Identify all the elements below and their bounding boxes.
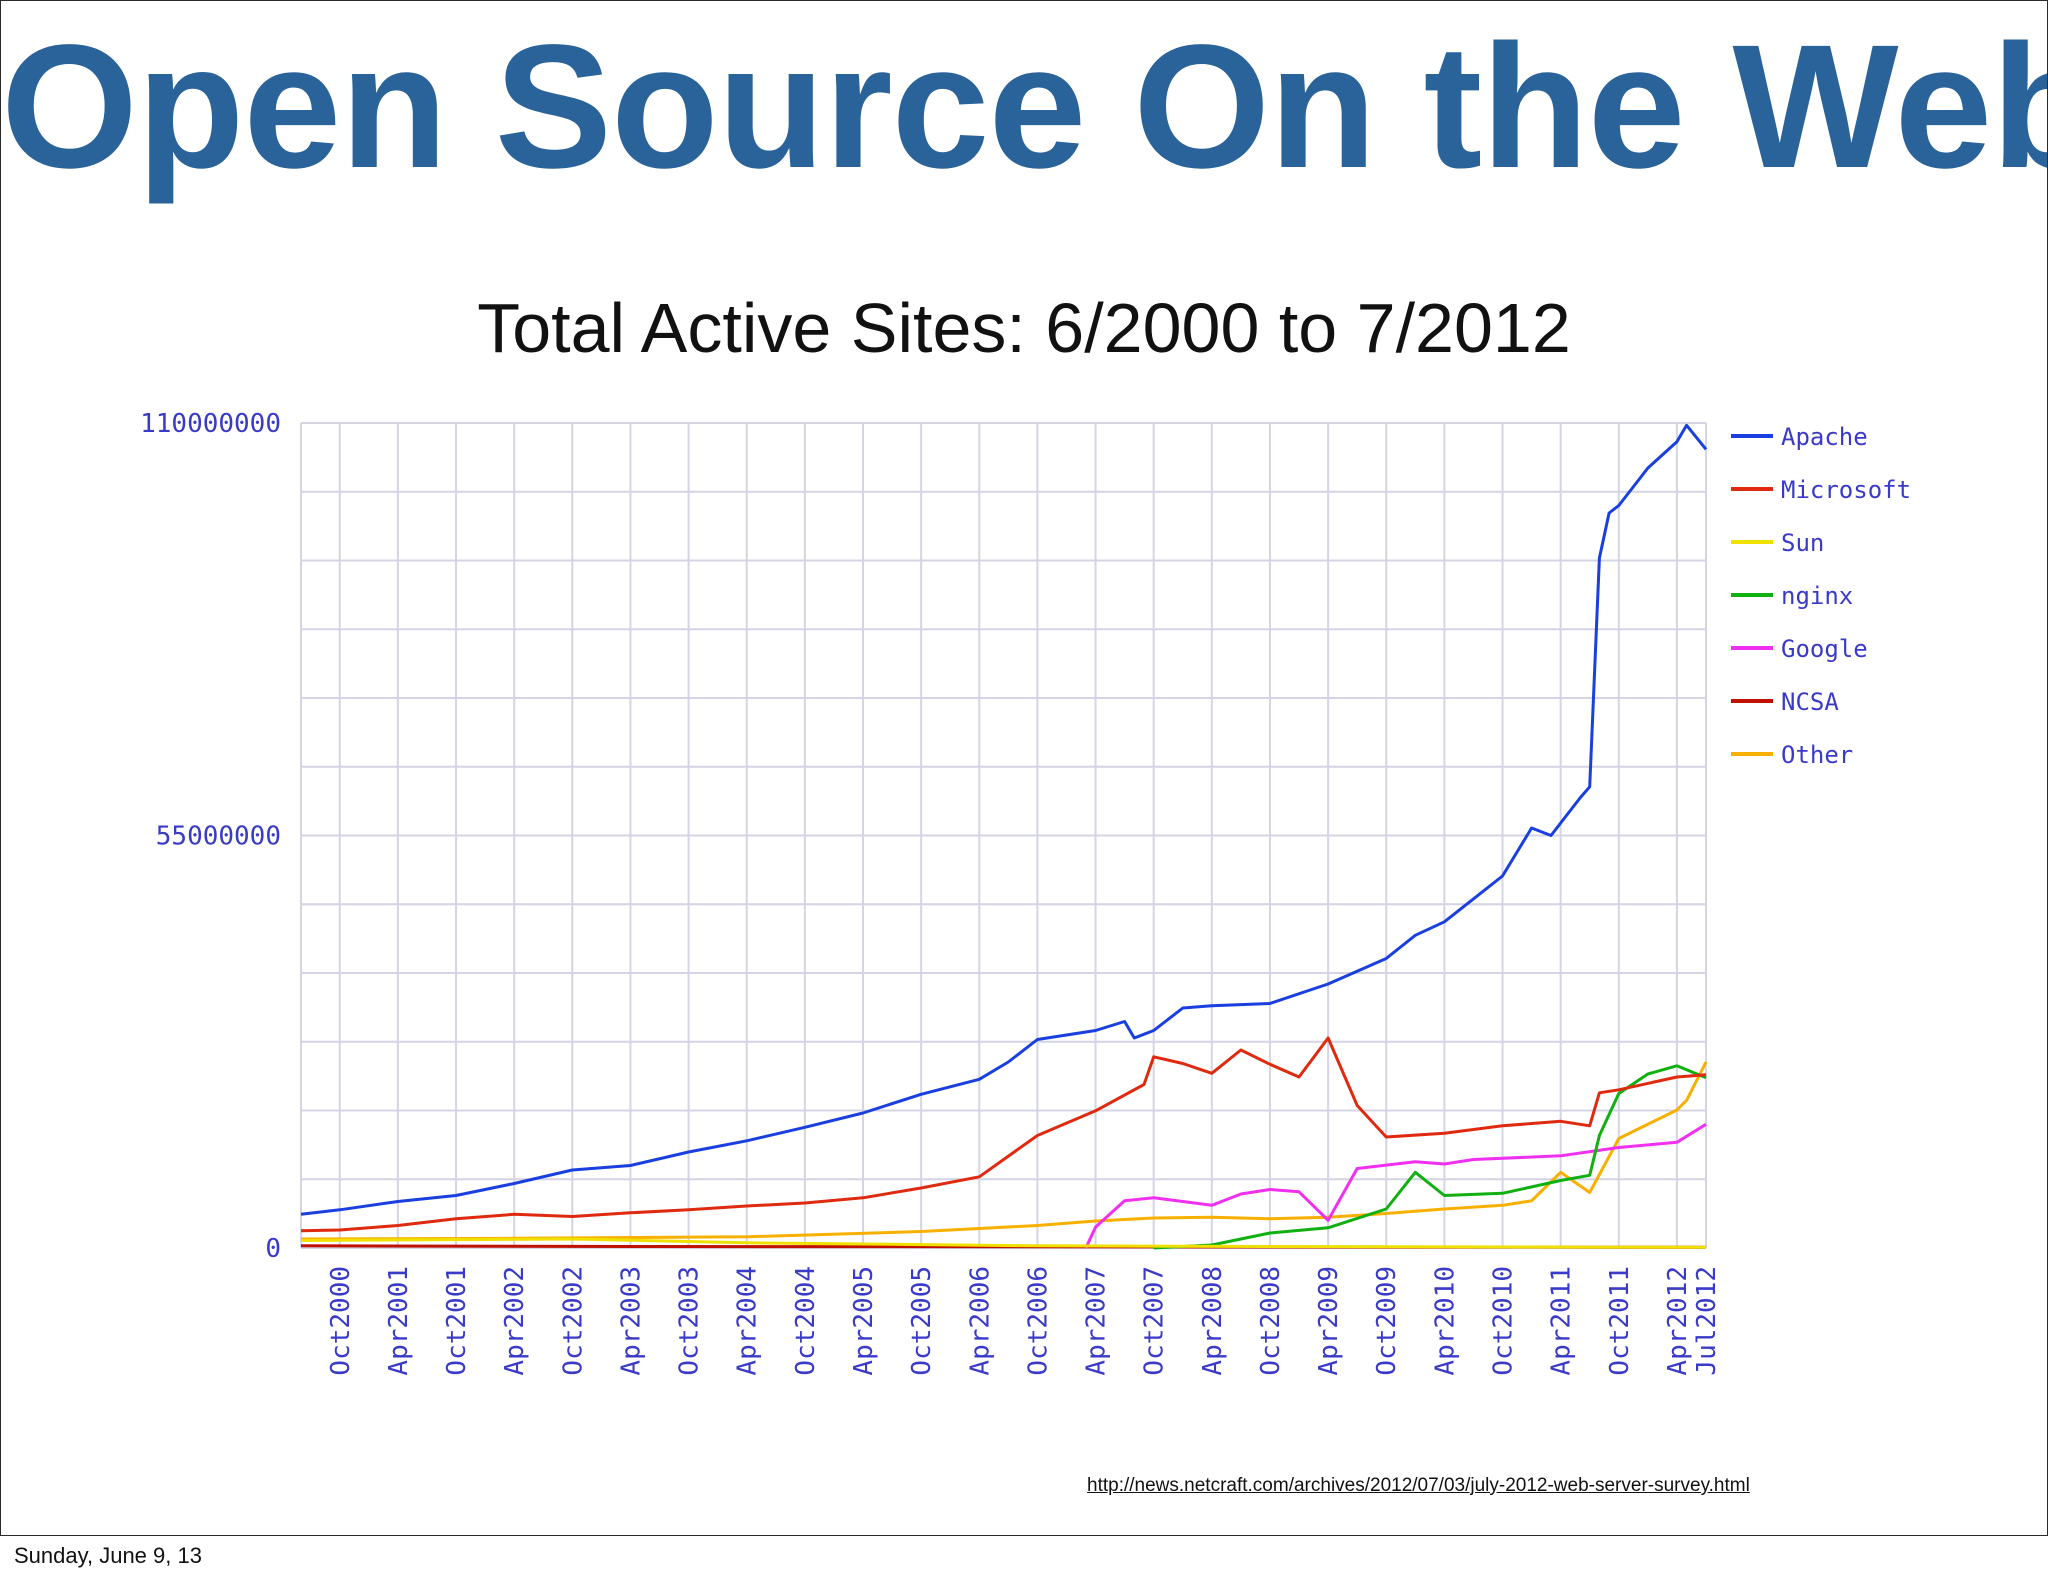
x-tick-label: Oct2000	[326, 1266, 356, 1376]
x-tick-label: Oct2006	[1023, 1266, 1053, 1376]
x-tick-label: Apr2005	[849, 1266, 879, 1376]
series-line-apache	[300, 423, 1708, 1216]
x-tick-label: Oct2011	[1605, 1266, 1635, 1376]
x-tick-label: Oct2001	[442, 1266, 472, 1376]
series-line-microsoft	[300, 1036, 1707, 1233]
x-tick-label: Oct2003	[675, 1266, 705, 1376]
legend-label: Microsoft	[1781, 476, 1911, 504]
x-tick-label: Oct2004	[791, 1266, 821, 1376]
series-line-other	[300, 1061, 1708, 1241]
x-tick-label: Oct2010	[1489, 1266, 1519, 1376]
series-line-nginx	[1153, 1064, 1707, 1250]
x-tick-label: Oct2007	[1140, 1266, 1170, 1376]
x-tick-label: Apr2006	[965, 1266, 995, 1376]
x-tick-label: Apr2001	[384, 1266, 414, 1376]
x-tick-label: Oct2009	[1372, 1266, 1402, 1376]
series-line-google	[1084, 1123, 1707, 1249]
legend-label: Other	[1781, 741, 1853, 769]
x-tick-label: Apr2002	[500, 1266, 530, 1376]
series-line-sun	[300, 1237, 1707, 1249]
x-tick-label: Apr2010	[1430, 1266, 1460, 1376]
slide: Open Source On the Web Total Active Site…	[0, 0, 2048, 1536]
slide-title: Open Source On the Web	[1, 9, 2048, 205]
legend-label: Google	[1781, 635, 1868, 663]
chart-title: Total Active Sites: 6/2000 to 7/2012	[477, 289, 1571, 367]
y-tick-label: 110000000	[140, 409, 281, 439]
legend-label: Sun	[1781, 529, 1824, 557]
x-tick-label: Oct2002	[558, 1266, 588, 1376]
y-tick-label: 0	[265, 1234, 281, 1264]
source-link[interactable]: http://news.netcraft.com/archives/2012/0…	[1087, 1475, 1750, 1496]
x-tick-label: Oct2005	[907, 1266, 937, 1376]
line-chart: 0 55000000 110000000 Oct2000 Apr2001 Oct2001…	[140, 409, 1911, 1376]
y-tick-label: 55000000	[156, 822, 281, 852]
footer-date: Sunday, June 9, 13	[14, 1543, 202, 1568]
x-tick-label: Apr2004	[733, 1266, 763, 1376]
legend-label: NCSA	[1781, 688, 1839, 716]
legend-label: Apache	[1781, 423, 1868, 451]
x-tick-label: Apr2003	[616, 1266, 646, 1376]
x-tick-label: Oct2008	[1256, 1266, 1286, 1376]
x-tick-label: Apr2008	[1198, 1266, 1228, 1376]
legend-label: nginx	[1781, 582, 1853, 610]
x-tick-label: Apr2007	[1082, 1266, 1112, 1376]
x-tick-label: Jul2012	[1692, 1266, 1722, 1376]
x-tick-label: Apr2011	[1547, 1266, 1577, 1376]
x-tick-label: Apr2012	[1663, 1266, 1693, 1376]
x-tick-label: Apr2009	[1314, 1266, 1344, 1376]
